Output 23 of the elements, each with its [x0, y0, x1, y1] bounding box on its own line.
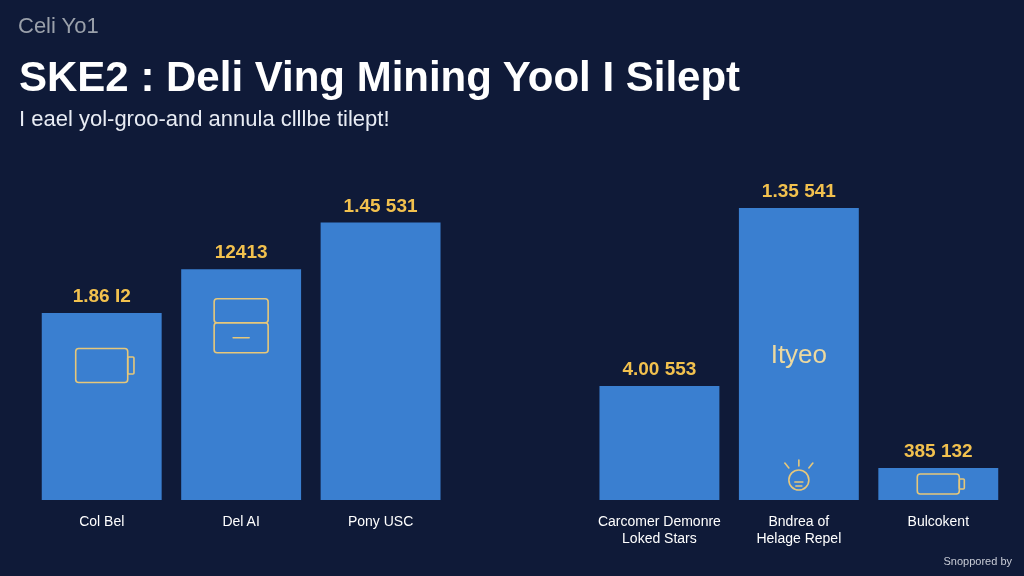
- annotation: 4.00 553: [622, 358, 697, 380]
- annotation: 1.35 541: [761, 180, 837, 201]
- text: Celi Yo1: [18, 12, 99, 38]
- bar: [320, 222, 441, 500]
- x-tick-label: Carcomer Demonre Loked Stars: [597, 512, 722, 546]
- bar: [738, 208, 859, 500]
- chart-subtitle: I eael yol-groo-and annula clllbe tilept!: [19, 105, 390, 131]
- x-tick-label: Bulcokent: [907, 512, 970, 529]
- x-tick-label: Col Bel: [79, 512, 125, 529]
- annotation: 12413: [214, 241, 268, 263]
- annotation: 385 132: [903, 439, 973, 461]
- annotation: Ityeo: [770, 339, 828, 369]
- annotation: 1.45 531: [343, 194, 418, 216]
- text: Snoppored by: [943, 554, 1013, 567]
- chart-title: SKE2 : Deli Ving Mining Yool I Silept: [19, 52, 741, 100]
- bar: [878, 467, 999, 500]
- x-tick-label: Del AI: [222, 512, 260, 529]
- annotation: 1.86 I2: [72, 285, 131, 307]
- x-tick-label: Bndrea of Helage Repel: [756, 512, 842, 546]
- bar: [181, 269, 302, 500]
- bar: [41, 313, 162, 500]
- bar: [599, 386, 720, 500]
- x-tick-label: Pony USC: [347, 512, 414, 529]
